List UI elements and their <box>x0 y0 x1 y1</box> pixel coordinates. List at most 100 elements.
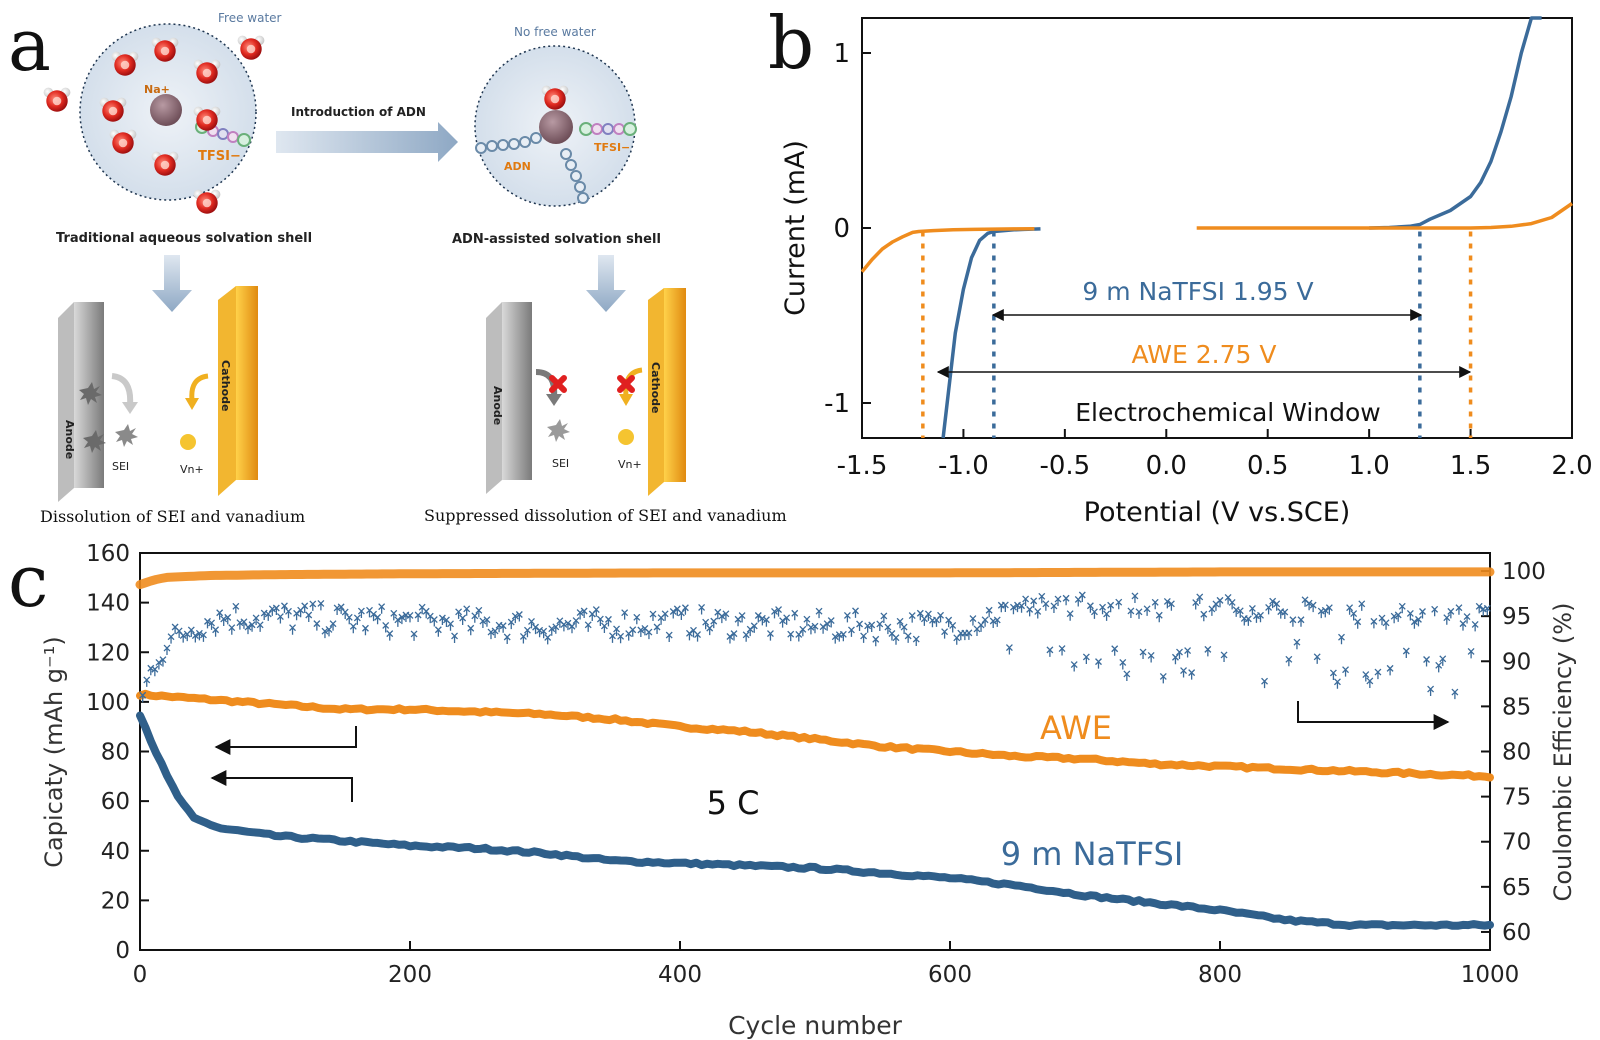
panel-c-ce-line <box>135 567 1495 590</box>
panel-c-ce-point <box>285 607 292 619</box>
panel-b-x-tick-label: 1.5 <box>1450 451 1491 481</box>
panel-c-ce-point <box>1131 592 1139 603</box>
right-caption: ADN-assisted solvation shell <box>452 232 661 247</box>
panel-c-ce-point <box>479 617 487 629</box>
panel-c-ce-point <box>1184 647 1192 658</box>
panel-c-ce-point <box>1119 658 1127 670</box>
panel-c-ce-point <box>629 626 637 637</box>
panel-c-ce-point <box>904 632 912 643</box>
panel-c-ce-point <box>1451 688 1459 700</box>
panel-c-ce-point <box>600 622 608 633</box>
panel-c-ce-point <box>1354 618 1362 629</box>
left-tfsi-chain <box>195 120 251 147</box>
panel-c-ce-point <box>985 606 993 618</box>
panel-c-ce-point <box>722 610 730 621</box>
panel-c-ce-point <box>815 607 823 619</box>
panel-c-ce-point <box>325 625 333 637</box>
panel-c-ce-point <box>884 623 892 635</box>
panel-c-ce-point <box>544 633 552 645</box>
panel-c-ce-point <box>357 607 365 619</box>
panel-c-ce-point <box>576 609 584 620</box>
panel-c-ce-point <box>406 611 414 623</box>
bottom-right-caption: Suppressed dissolution of SEI and vanadi… <box>424 506 787 525</box>
panel-c-ce-point <box>937 611 945 623</box>
panel-c-ce-point <box>613 625 621 636</box>
panel-c-ce-point <box>1471 620 1479 632</box>
panel-c-ce-point <box>609 632 616 643</box>
panel-c-ce-point <box>1443 614 1451 625</box>
panel-c-ce-point <box>1147 651 1155 663</box>
panel-c-ce-point <box>1200 610 1208 622</box>
panel-c-ce-point <box>240 618 248 629</box>
panel-c-ce-point <box>378 603 386 614</box>
panel-c-ce-point <box>1427 685 1435 697</box>
panel-c-y-tick-label: 40 <box>101 839 130 865</box>
panel-c-ce-point <box>795 631 803 642</box>
panel-c-y2-tick-label: 95 <box>1502 604 1531 630</box>
awe-series-label: AWE <box>1040 709 1112 747</box>
panel-c-ce-point <box>1289 616 1297 627</box>
panel-b-x-tick-label: 2.0 <box>1551 451 1592 481</box>
panel-c-ce-point <box>908 612 916 623</box>
panel-c-ce-point <box>1062 594 1070 606</box>
panel-b-x-tick-label: 0.0 <box>1146 451 1187 481</box>
panel-c-ce-point <box>637 626 645 638</box>
panel-c-ce-point <box>685 629 693 641</box>
panel-c-ce-point <box>1374 668 1382 680</box>
panel-c-ce-point <box>1224 593 1232 605</box>
panel-c-ce-point <box>900 623 908 635</box>
panel-c-ce-point <box>580 607 588 619</box>
panel-c-ce-point <box>1419 608 1426 619</box>
panel-c-ce-point <box>1139 648 1147 660</box>
panel-c-ce-point <box>564 619 572 631</box>
panel-c-ce-point <box>560 620 568 632</box>
panel-c-y-tick-label: 100 <box>86 690 130 716</box>
panel-b-y-tick-label: 0 <box>833 214 850 244</box>
panel-c-ce-point <box>896 617 904 629</box>
panel-c-ce-point <box>584 621 592 632</box>
left-v-arrowhead <box>185 398 199 410</box>
panel-c-y-tick-label: 120 <box>86 640 130 666</box>
panel-c-ce-point <box>588 610 596 622</box>
panel-c-ce-point <box>738 612 746 623</box>
panel-c-ce-point <box>1082 653 1090 664</box>
right-vn-label: Vn+ <box>618 458 642 471</box>
panel-c-ce-point <box>1167 600 1175 611</box>
panel-c-ce-point <box>665 631 673 643</box>
panel-c-ce-point <box>827 617 835 628</box>
panel-c-y-tick-label: 140 <box>86 591 130 617</box>
panel-c-ce-point <box>1005 644 1013 655</box>
panel-c-ce-point <box>750 622 758 633</box>
panel-c-ce-point <box>179 632 187 643</box>
panel-c-ce-point <box>228 624 236 635</box>
panel-c-y2-tick-label: 90 <box>1502 649 1531 675</box>
panel-c-ce-point <box>649 610 657 622</box>
right-v-arrowhead <box>619 394 633 406</box>
panel-c-ce-point <box>754 612 762 623</box>
panel-c-y2-axis-title: Coulombic Efficiency (%) <box>1549 603 1577 902</box>
panel-c-ce-point <box>1009 603 1017 615</box>
panel-c-series-coulombic_efficiency <box>139 591 1491 703</box>
left-sei-label: SEI <box>112 460 129 473</box>
panel-c-ce-point <box>1325 604 1333 615</box>
panel-c-ce-point <box>1305 599 1313 611</box>
panel-c-ce-point <box>1402 647 1410 658</box>
panel-c-ce-point <box>341 608 349 620</box>
panel-c-series-coulombic_efficiency <box>135 567 1495 590</box>
panel-b-y-axis-title: Current (mA) <box>780 140 811 316</box>
bottom-left-caption: Dissolution of SEI and vanadium <box>40 507 305 526</box>
panel-c-ce-point <box>831 633 839 644</box>
panel-c-ce-point <box>455 608 463 619</box>
panel-c-ce-point <box>276 613 284 624</box>
panel-c-ce-point <box>1350 610 1358 621</box>
panel-c-ce-point <box>244 623 252 635</box>
panel-b-y-tick-label: 1 <box>833 39 850 69</box>
panel-c-ce-point <box>143 676 151 687</box>
panel-c-ce-point <box>1455 604 1463 615</box>
panel-c-ce-point <box>1329 669 1337 680</box>
panel-c-ce-point <box>1439 655 1447 666</box>
panel-c-ce-point <box>1086 602 1094 613</box>
left-vn-label: Vn+ <box>180 463 204 476</box>
left-na-ion <box>150 94 182 126</box>
panel-c-y2-tick-label: 85 <box>1502 694 1531 720</box>
